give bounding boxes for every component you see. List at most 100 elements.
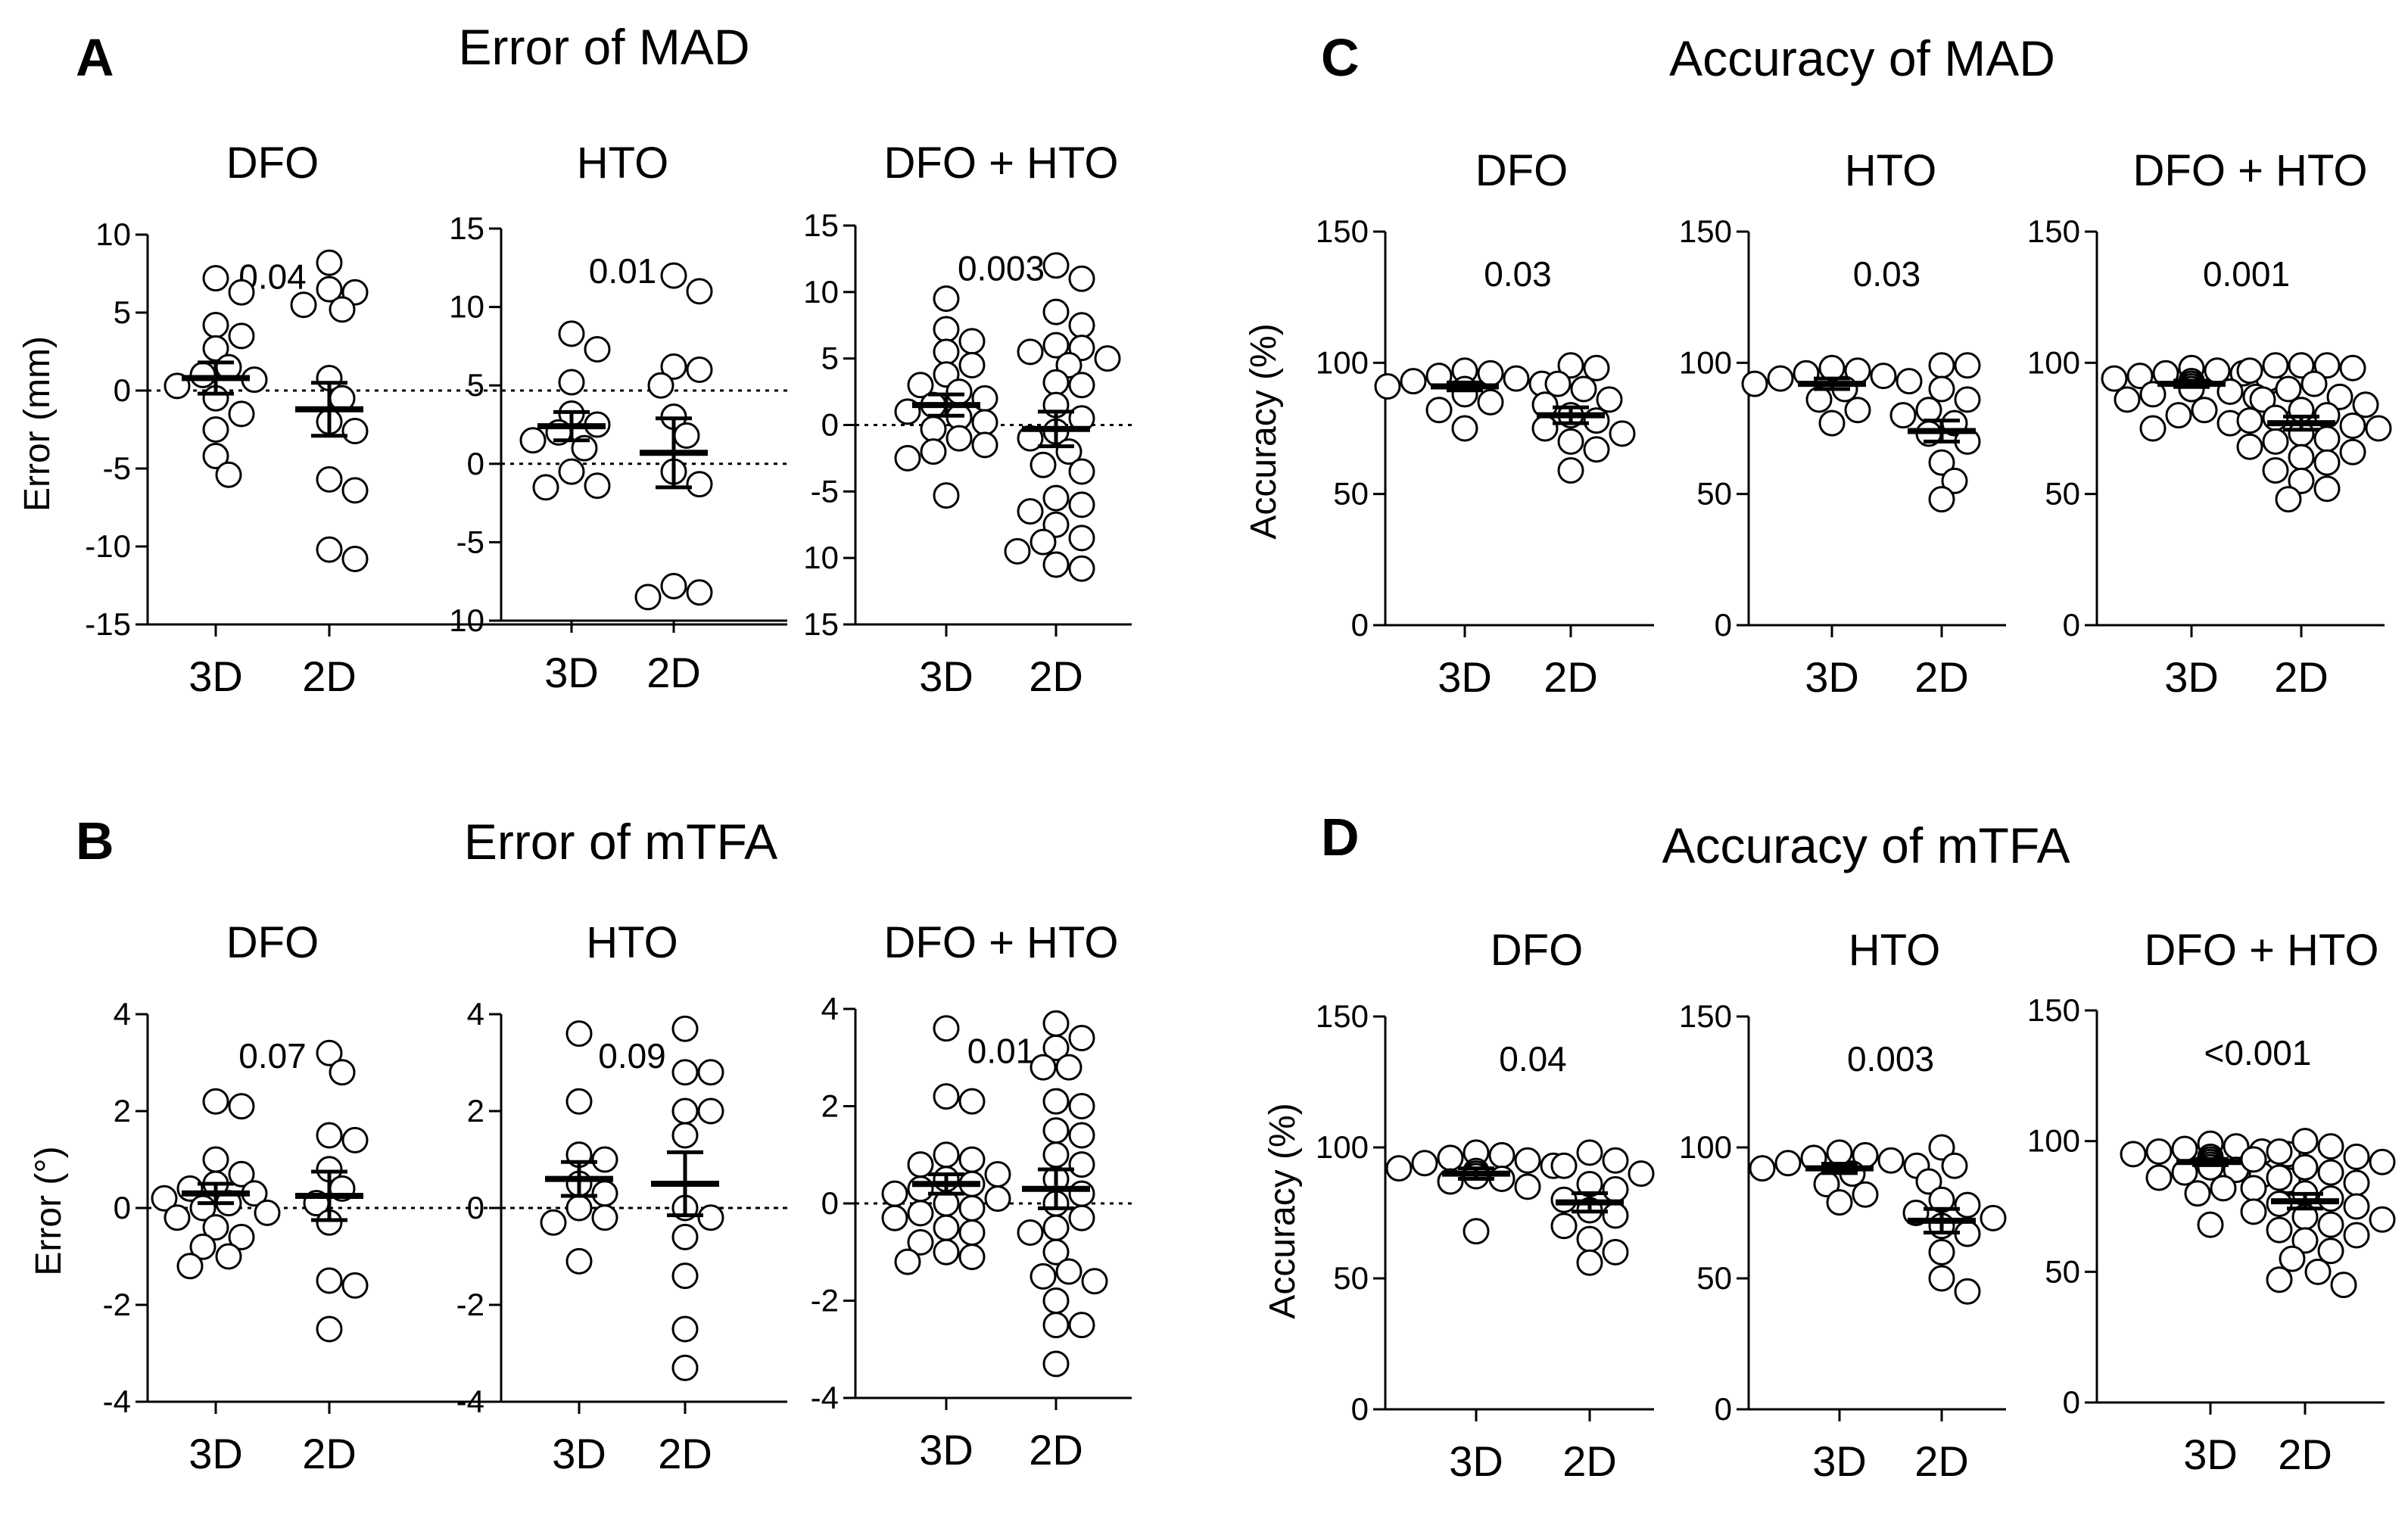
data-point-3d bbox=[228, 400, 255, 428]
y-tick-label: 5 bbox=[821, 341, 839, 376]
data-point-2d bbox=[1583, 354, 1610, 381]
subplot-d-hto: HTO 150 100 50 0 3D 2D 0.003 bbox=[1679, 926, 2007, 1485]
data-point-2d bbox=[1042, 1010, 1070, 1037]
data-point-2d bbox=[671, 1015, 699, 1042]
y-tick-label: 4 bbox=[114, 996, 131, 1032]
subplot-title: DFO bbox=[1491, 926, 1583, 975]
data-point-2d bbox=[671, 1223, 699, 1250]
data-point-2d bbox=[1042, 1350, 1070, 1378]
data-point-3d bbox=[151, 1185, 178, 1212]
y-tick-label: 150 bbox=[1679, 213, 1732, 249]
data-point-3d bbox=[1488, 1141, 1516, 1169]
data-point-3d bbox=[958, 1194, 986, 1222]
data-point-2d bbox=[1042, 298, 1070, 325]
y-tick-label: -2 bbox=[811, 1283, 839, 1318]
data-point-3d bbox=[228, 279, 255, 306]
data-point-3d bbox=[933, 1214, 960, 1241]
data-point-3d bbox=[920, 438, 947, 465]
data-point-2d bbox=[2240, 1198, 2267, 1225]
data-point-2d bbox=[1042, 1088, 1070, 1115]
data-point-2d bbox=[1068, 525, 1095, 552]
data-point-2d bbox=[1042, 332, 1070, 359]
data-point-3d bbox=[1852, 1181, 1879, 1208]
data-point-3d bbox=[176, 1253, 204, 1280]
data-point-2d bbox=[1550, 1152, 1578, 1179]
data-point-2d bbox=[1609, 420, 1636, 447]
data-point-3d bbox=[591, 1204, 618, 1231]
data-point-2d bbox=[1928, 1265, 1955, 1292]
y-tick-label: -5 bbox=[456, 524, 484, 559]
data-point-3d bbox=[1463, 1218, 1490, 1245]
y-tick-label: -5 bbox=[811, 473, 839, 509]
data-point-2d bbox=[1980, 1204, 2007, 1231]
y-tick-label: 10 bbox=[449, 602, 484, 638]
data-point-2d bbox=[1602, 1147, 1629, 1174]
data-point-2d bbox=[2317, 1133, 2344, 1160]
data-point-2d bbox=[290, 291, 317, 319]
data-point-2d bbox=[1928, 486, 1955, 513]
y-tick-label: 15 bbox=[803, 606, 839, 642]
data-point-2d bbox=[671, 1262, 699, 1290]
data-point-2d bbox=[2352, 391, 2379, 419]
data-point-2d bbox=[660, 572, 687, 599]
y-tick-label: 50 bbox=[1696, 1260, 1732, 1296]
p-value-label: 0.03 bbox=[1853, 254, 1921, 294]
data-point-3d bbox=[1844, 397, 1871, 424]
subplot-a-dfo-hto: DFO + HTO 15 10 5 0 -5 10 15 3D 2D 0.003 bbox=[803, 139, 1132, 700]
x-category-label-3d: 3D bbox=[919, 1426, 973, 1474]
data-point-3d bbox=[2145, 1164, 2173, 1191]
data-point-2d bbox=[1042, 551, 1070, 578]
data-point-3d bbox=[1818, 354, 1846, 381]
data-point-3d bbox=[2120, 1141, 2147, 1168]
data-point-3d bbox=[933, 1015, 960, 1042]
data-point-3d bbox=[202, 416, 229, 443]
panel-letter-b: B bbox=[76, 811, 114, 870]
data-point-3d bbox=[933, 1083, 960, 1110]
data-point-2d bbox=[1928, 449, 1955, 476]
subplot-title: HTO bbox=[586, 918, 678, 967]
data-point-2d bbox=[1068, 1204, 1095, 1231]
data-point-2d bbox=[2288, 352, 2315, 379]
subplot-title: HTO bbox=[1845, 146, 1936, 195]
y-tick-label: 2 bbox=[821, 1088, 839, 1124]
data-point-2d bbox=[2343, 1193, 2370, 1220]
y-tick-label: 150 bbox=[2027, 992, 2080, 1028]
p-value-label: 0.04 bbox=[1499, 1039, 1567, 1079]
y-tick-label: 0 bbox=[821, 407, 839, 443]
y-tick-label: 150 bbox=[2027, 213, 2080, 249]
data-point-3d bbox=[2126, 363, 2154, 390]
x-category-label-3d: 3D bbox=[1805, 653, 1859, 701]
subplot-b-dfo-hto: DFO + HTO 4 2 0 -2 -4 3D 2D 0.01 bbox=[811, 918, 1132, 1474]
data-point-3d bbox=[584, 472, 611, 500]
data-point-3d bbox=[2145, 1138, 2173, 1165]
data-point-2d bbox=[1583, 436, 1610, 463]
data-point-3d bbox=[1451, 415, 1478, 442]
data-point-2d bbox=[2262, 428, 2289, 455]
data-point-2d bbox=[2266, 1216, 2293, 1244]
data-point-2d bbox=[341, 418, 369, 445]
data-point-3d bbox=[933, 316, 960, 343]
data-point-2d bbox=[341, 477, 369, 504]
y-tick-label: 150 bbox=[1679, 998, 1732, 1034]
y-tick-label: 5 bbox=[114, 294, 131, 330]
data-point-3d bbox=[202, 311, 229, 338]
data-point-2d bbox=[647, 372, 674, 399]
p-value-label: 0.01 bbox=[967, 1031, 1036, 1070]
data-point-3d bbox=[2114, 386, 2141, 413]
y-tick-label: 50 bbox=[1333, 1260, 1369, 1296]
data-point-2d bbox=[2288, 467, 2315, 494]
data-point-3d bbox=[1870, 363, 1897, 390]
p-value-label: 0.07 bbox=[238, 1036, 307, 1076]
panel-title-error-of-mtfa: Error of mTFA bbox=[464, 814, 777, 870]
data-point-2d bbox=[341, 1272, 369, 1299]
data-point-2d bbox=[1915, 1168, 1942, 1195]
data-point-2d bbox=[2236, 433, 2263, 460]
y-tick-label: 0 bbox=[2063, 607, 2080, 643]
data-point-2d bbox=[1596, 386, 1623, 413]
data-point-2d bbox=[660, 353, 687, 380]
y-tick-label: 150 bbox=[1316, 998, 1369, 1034]
data-point-2d bbox=[2326, 383, 2353, 410]
data-point-2d bbox=[2291, 1227, 2319, 1254]
data-point-2d bbox=[1928, 352, 1955, 379]
